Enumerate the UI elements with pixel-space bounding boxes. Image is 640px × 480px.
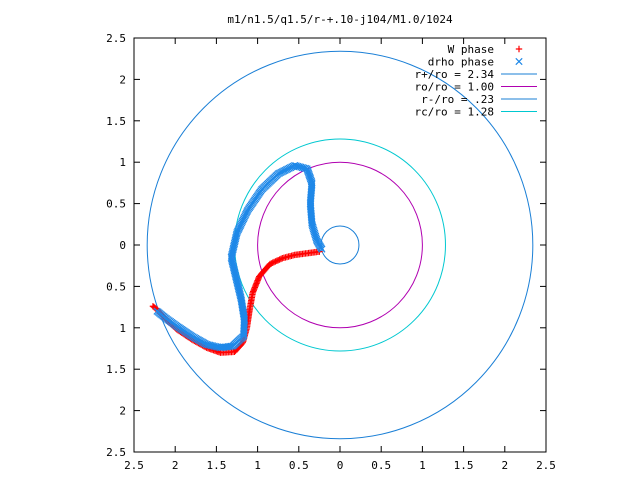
x-tick-label: 2 <box>501 459 508 472</box>
x-tick-label: 1 <box>419 459 426 472</box>
data-point <box>276 256 283 263</box>
chart-title: m1/n1.5/q1.5/r-+.10-j104/M1.0/1024 <box>227 13 453 26</box>
y-tick-label: 0 <box>119 239 126 252</box>
reference-circles <box>146 50 534 440</box>
y-tick-label: 1.5 <box>106 115 126 128</box>
reference-circle <box>320 225 360 265</box>
data-point <box>149 303 157 310</box>
data-point <box>515 45 523 53</box>
series-w-phase <box>149 248 323 356</box>
y-tick-label: 2.5 <box>106 446 126 459</box>
x-tick-label: 2.5 <box>536 459 556 472</box>
data-point <box>270 258 278 266</box>
data-point <box>153 307 161 315</box>
legend-label: drho phase <box>428 56 494 69</box>
x-tick-label: 1.5 <box>206 459 226 472</box>
x-tick-label: 1.5 <box>454 459 474 472</box>
y-tick-label: 2 <box>119 73 126 86</box>
reference-circle <box>234 138 446 352</box>
axis-ticks: 2.5 2 1.5 1 0.5 0 0.5 1 1.5 2 2.52.521.510.500.511… <box>106 32 556 472</box>
data-point <box>277 255 285 263</box>
x-tick-label: 2.5 <box>124 459 144 472</box>
data-point <box>240 329 248 337</box>
data-point <box>150 303 158 311</box>
legend-label: W phase <box>448 43 494 56</box>
x-tick-label: 1 <box>254 459 261 472</box>
data-point <box>269 259 276 266</box>
legend-label: r+/ro = 2.34 <box>415 68 495 81</box>
y-tick-label: 2 <box>119 405 126 418</box>
data-point <box>273 257 281 265</box>
legend-label: rc/ro = 1.28 <box>415 106 494 119</box>
y-tick-label: 1 <box>119 156 126 169</box>
reference-circle <box>257 161 423 329</box>
data-point <box>279 255 286 262</box>
y-tick-label: 1 <box>119 322 126 335</box>
legend-label: ro/ro = 1.00 <box>415 81 494 94</box>
y-tick-label: 0.5 <box>106 198 126 211</box>
reference-circle <box>146 50 534 440</box>
legend-label: r-/ro = .23 <box>421 93 494 106</box>
data-point <box>292 162 300 170</box>
x-tick-label: 0.5 <box>371 459 391 472</box>
y-tick-label: 0.5 <box>106 280 126 293</box>
data-point <box>272 258 279 265</box>
data-series <box>149 161 326 356</box>
x-tick-label: 2 <box>172 459 179 472</box>
y-tick-label: 2.5 <box>106 32 126 45</box>
data-point <box>275 256 282 264</box>
x-tick-label: 0.5 <box>289 459 309 472</box>
y-tick-label: 1.5 <box>106 363 126 376</box>
x-tick-label: 0 <box>337 459 344 472</box>
data-point <box>515 57 523 66</box>
series-drho-phase <box>153 161 326 352</box>
